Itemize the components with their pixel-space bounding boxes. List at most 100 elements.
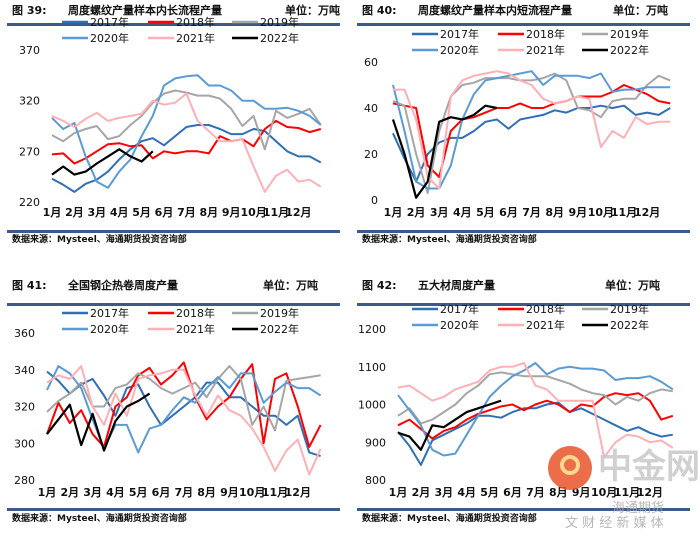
x-tick-label: 3月 (87, 206, 106, 219)
x-tick-label: 3月 (434, 486, 453, 499)
x-tick-label: 7月 (522, 206, 541, 219)
y-tick-label: 0 (371, 194, 378, 207)
x-tick-label: 11月 (262, 486, 288, 499)
x-tick-label: 11月 (263, 206, 289, 219)
series-line-2022 (397, 399, 502, 451)
x-tick-label: 10月 (588, 206, 614, 219)
source-note: 数据来源：Mysteel、海通期货投资咨询部 (362, 512, 537, 524)
x-tick-label: 10月 (591, 486, 617, 499)
watermark-sub: 文 财 经 新 媒 体 (565, 515, 664, 531)
x-tick-label: 2月 (60, 486, 79, 499)
x-tick-label: 10月 (239, 486, 265, 499)
series-line-2021 (397, 362, 674, 459)
y-tick-label: 220 (19, 196, 40, 209)
x-tick-label: 2月 (65, 206, 84, 219)
x-tick-label: 12月 (285, 486, 311, 499)
bottom-rule (7, 230, 340, 233)
x-tick-label: 1月 (384, 206, 403, 219)
figure-label: 图 41: (12, 279, 47, 292)
legend-label-2022: 2022年 (260, 31, 299, 45)
y-tick-label: 60 (364, 56, 378, 69)
y-tick-label: 1100 (358, 361, 386, 374)
series-line-2017 (51, 124, 322, 193)
series-line-2021 (46, 365, 322, 476)
x-tick-label: 5月 (476, 206, 495, 219)
x-tick-label: 2月 (407, 206, 426, 219)
x-tick-label: 12月 (634, 206, 660, 219)
y-tick-label: 300 (14, 437, 35, 450)
x-tick-label: 1月 (43, 206, 62, 219)
legend-label-2022: 2022年 (610, 318, 649, 332)
x-tick-label: 7月 (526, 486, 545, 499)
y-tick-label: 20 (364, 148, 378, 161)
series-line-2020 (397, 362, 674, 457)
legend-label-2019: 2019年 (610, 27, 649, 41)
unit-label: 单位：万吨 (613, 3, 668, 17)
watermark-logo-icon (548, 446, 592, 490)
x-tick-label: 4月 (110, 206, 129, 219)
y-tick-label: 320 (14, 401, 35, 414)
legend-label-2017: 2017年 (90, 306, 129, 320)
top-rule (357, 303, 690, 306)
figure-label: 图 40: (362, 4, 397, 17)
unit-label: 单位：万吨 (263, 278, 318, 292)
legend-label-2020: 2020年 (90, 31, 129, 45)
x-tick-label: 6月 (499, 206, 518, 219)
x-tick-label: 4月 (106, 486, 125, 499)
x-tick-label: 7月 (174, 486, 193, 499)
x-tick-label: 5月 (129, 486, 148, 499)
x-tick-label: 9月 (220, 486, 239, 499)
top-rule (357, 23, 690, 26)
series-line-2020 (51, 74, 322, 189)
figure-label: 图 42: (362, 279, 397, 292)
x-tick-label: 4月 (457, 486, 476, 499)
x-tick-label: 9月 (572, 486, 591, 499)
y-tick-label: 40 (364, 102, 378, 115)
legend-label-2022: 2022年 (610, 43, 649, 57)
x-tick-label: 3月 (430, 206, 449, 219)
chart-title: 全国钢企热卷周度产量 (67, 278, 178, 292)
x-tick-label: 8月 (197, 486, 216, 499)
series-line-2021 (51, 92, 322, 193)
legend-label-2020: 2020年 (90, 322, 129, 336)
x-tick-label: 7月 (177, 206, 196, 219)
y-tick-label: 1200 (358, 323, 386, 336)
y-tick-label: 320 (19, 95, 40, 108)
x-tick-label: 6月 (152, 486, 171, 499)
y-tick-label: 340 (14, 364, 35, 377)
series-line-2018 (51, 119, 322, 165)
y-tick-label: 370 (19, 44, 40, 57)
x-tick-label: 5月 (132, 206, 151, 219)
legend-label-2017: 2017年 (90, 15, 129, 29)
top-rule (7, 23, 340, 26)
series-line-2018 (46, 361, 322, 448)
chart-panel-2: 图 40: 周度螺纹产量样本内短流程产量 单位：万吨数据来源：Mysteel、海通期… (357, 3, 690, 245)
x-tick-label: 10月 (240, 206, 266, 219)
x-tick-label: 8月 (549, 486, 568, 499)
chart-panel-1: 图 39: 周度螺纹产量样本内长流程产量 单位：万吨数据来源：Mysteel、海通期… (7, 3, 340, 245)
chart-panel-3: 图 41: 全国钢企热卷周度产量 单位：万吨数据来源：Mysteel、海通期货投资咨… (7, 278, 340, 524)
watermark-logo-swirl-icon (560, 455, 580, 475)
legend-label-2021: 2021年 (526, 43, 565, 57)
source-note: 数据来源：Mysteel、海通期货投资咨询部 (12, 512, 187, 524)
series-line-2022 (51, 148, 154, 176)
bottom-rule (7, 508, 340, 511)
x-tick-label: 3月 (83, 486, 102, 499)
chart-title: 周度螺纹产量样本内短流程产量 (418, 3, 572, 17)
legend-label-2021: 2021年 (176, 322, 215, 336)
y-tick-label: 360 (14, 327, 35, 340)
legend-label-2021: 2021年 (176, 31, 215, 45)
legend-label-2021: 2021年 (526, 318, 565, 332)
x-tick-label: 8月 (199, 206, 218, 219)
legend-label-2017: 2017年 (440, 302, 479, 316)
x-tick-label: 6月 (503, 486, 522, 499)
y-tick-label: 270 (19, 145, 40, 158)
x-tick-label: 2月 (412, 486, 431, 499)
watermark-brand: 中金网 (598, 447, 700, 487)
chart-title: 周度螺纹产量样本内长流程产量 (68, 3, 222, 17)
x-tick-label: 11月 (611, 206, 637, 219)
series-line-2022 (46, 392, 151, 452)
legend-label-2019: 2019年 (260, 306, 299, 320)
